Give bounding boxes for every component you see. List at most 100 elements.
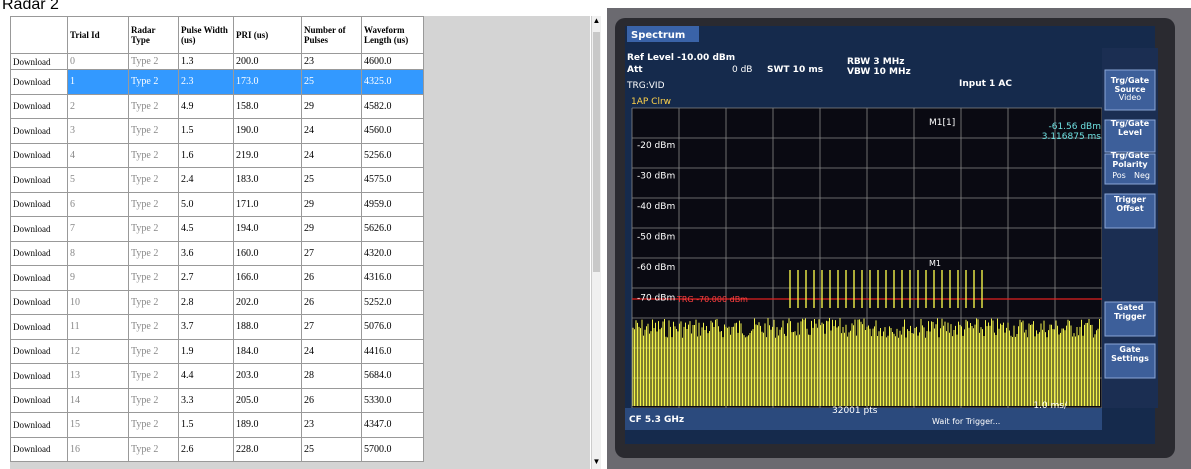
table-cell: 1.5: [178, 412, 234, 438]
table-cell: 3.6: [178, 240, 234, 266]
table-cell: Type 2: [128, 118, 179, 144]
screen-text: Pos: [1112, 171, 1126, 180]
screen-text: 1.0 ms/: [1033, 401, 1068, 411]
table-cell: 4320.0: [361, 240, 424, 266]
softkey: [1104, 119, 1156, 153]
table-cell: 4416.0: [361, 338, 424, 364]
download-button[interactable]: Download: [10, 387, 68, 413]
download-button[interactable]: Download: [10, 142, 68, 168]
column-header: PRI (us): [233, 16, 302, 54]
table-cell: 1.6: [178, 142, 234, 168]
screen-text: Neg: [1134, 171, 1150, 180]
table-cell: Type 2: [128, 53, 179, 70]
table-cell: 12: [67, 338, 129, 364]
table-cell: Type 2: [128, 387, 179, 413]
table-cell: 158.0: [233, 93, 302, 119]
table-cell: 3.3: [178, 387, 234, 413]
screen-text: CF 5.3 GHz: [629, 415, 684, 425]
table-cell: 24: [301, 142, 362, 168]
table-cell: Type 2: [128, 240, 179, 266]
table-cell: 2: [67, 93, 129, 119]
table-row: Download 13 Type 2 4.4 203.0 28 5684.0: [10, 363, 424, 389]
screen-text: Gate Settings: [1111, 345, 1149, 363]
table-cell: 4575.0: [361, 167, 424, 193]
table-cell: Type 2: [128, 142, 179, 168]
table-row: Download 12 Type 2 1.9 184.0 24 4416.0: [10, 338, 424, 364]
download-button[interactable]: Download: [10, 289, 68, 315]
download-button[interactable]: Download: [10, 216, 68, 242]
table-cell: 2.6: [178, 436, 234, 462]
table-cell: 2.3: [178, 69, 234, 95]
download-button[interactable]: Download: [10, 314, 68, 340]
column-header: Radar Type: [128, 16, 179, 54]
table-cell: 23: [301, 412, 362, 438]
table-cell: 5076.0: [361, 314, 424, 340]
table-cell: 4560.0: [361, 118, 424, 144]
screen-text: Wait for Trigger...: [932, 417, 1000, 426]
table-cell: 4: [67, 142, 129, 168]
column-header: Number of Pulses: [301, 16, 362, 54]
table-cell: 5: [67, 167, 129, 193]
screen-text: VBW 10 MHz: [847, 67, 911, 77]
screen-text: M1[1]: [929, 118, 955, 128]
table-cell: 4959.0: [361, 191, 424, 217]
screen-text: Video: [1119, 93, 1142, 102]
download-button[interactable]: Download: [10, 167, 68, 193]
download-button[interactable]: Download: [10, 436, 68, 462]
table-cell: 4.4: [178, 363, 234, 389]
table-cell: 184.0: [233, 338, 302, 364]
screen-text: -50 dBm: [637, 233, 675, 243]
table-cell: 7: [67, 216, 129, 242]
download-button[interactable]: Download: [10, 240, 68, 266]
download-button[interactable]: Download: [10, 118, 68, 144]
download-button[interactable]: Download: [10, 265, 68, 291]
table-cell: 26: [301, 289, 362, 315]
screen-text: TRG -70.000 dBm: [676, 295, 748, 304]
table-cell: 2.8: [178, 289, 234, 315]
table-cell: 4.5: [178, 216, 234, 242]
table-cell: Type 2: [128, 167, 179, 193]
table-cell: 203.0: [233, 363, 302, 389]
screen-text: -60 dBm: [637, 263, 675, 273]
table-cell: 4325.0: [361, 69, 424, 95]
download-button[interactable]: Download: [10, 191, 68, 217]
trial-table: Trial Id Radar Type Pulse Width (us) PRI (u…: [10, 16, 424, 462]
download-button[interactable]: Download: [10, 53, 68, 70]
download-button[interactable]: Download: [10, 69, 68, 95]
table-cell: 25: [301, 69, 362, 95]
screen-text: Trg/Gate Source: [1111, 76, 1150, 94]
table-cell: 166.0: [233, 265, 302, 291]
table-cell: 16: [67, 436, 129, 462]
table-row: Download 7 Type 2 4.5 194.0 29 5626.0: [10, 216, 424, 242]
screen-text: RBW 3 MHz: [847, 57, 904, 67]
table-row: Download 3 Type 2 1.5 190.0 24 4560.0: [10, 118, 424, 144]
download-button[interactable]: Download: [10, 412, 68, 438]
table-cell: 5256.0: [361, 142, 424, 168]
table-row: Download 1 Type 2 2.3 173.0 25 4325.0: [10, 69, 424, 95]
screen-text: Input 1 AC: [959, 79, 1012, 89]
table-cell: 5700.0: [361, 436, 424, 462]
table-cell: Type 2: [128, 69, 179, 95]
table-cell: 5330.0: [361, 387, 424, 413]
scrollbar[interactable]: ▲ ▼: [591, 16, 601, 469]
table-cell: Type 2: [128, 216, 179, 242]
screen-text: -20 dBm: [637, 141, 675, 151]
download-button[interactable]: Download: [10, 93, 68, 119]
softkey: [1104, 69, 1156, 111]
table-cell: 25: [301, 436, 362, 462]
table-row: Download 9 Type 2 2.7 166.0 26 4316.0: [10, 265, 424, 291]
screen-text: -30 dBm: [637, 172, 675, 182]
screen-text: M1: [929, 259, 941, 268]
table-row: Download 14 Type 2 3.3 205.0 26 5330.0: [10, 387, 424, 413]
table-cell: 183.0: [233, 167, 302, 193]
table-cell: 1.9: [178, 338, 234, 364]
table-cell: 13: [67, 363, 129, 389]
table-cell: 24: [301, 338, 362, 364]
table-cell: 228.0: [233, 436, 302, 462]
download-button[interactable]: Download: [10, 363, 68, 389]
screen-text: Gated Trigger: [1114, 303, 1146, 321]
download-button[interactable]: Download: [10, 338, 68, 364]
screen-text: 0 dB: [732, 65, 752, 75]
table-row: Download 2 Type 2 4.9 158.0 29 4582.0: [10, 93, 424, 119]
table-cell: 29: [301, 93, 362, 119]
